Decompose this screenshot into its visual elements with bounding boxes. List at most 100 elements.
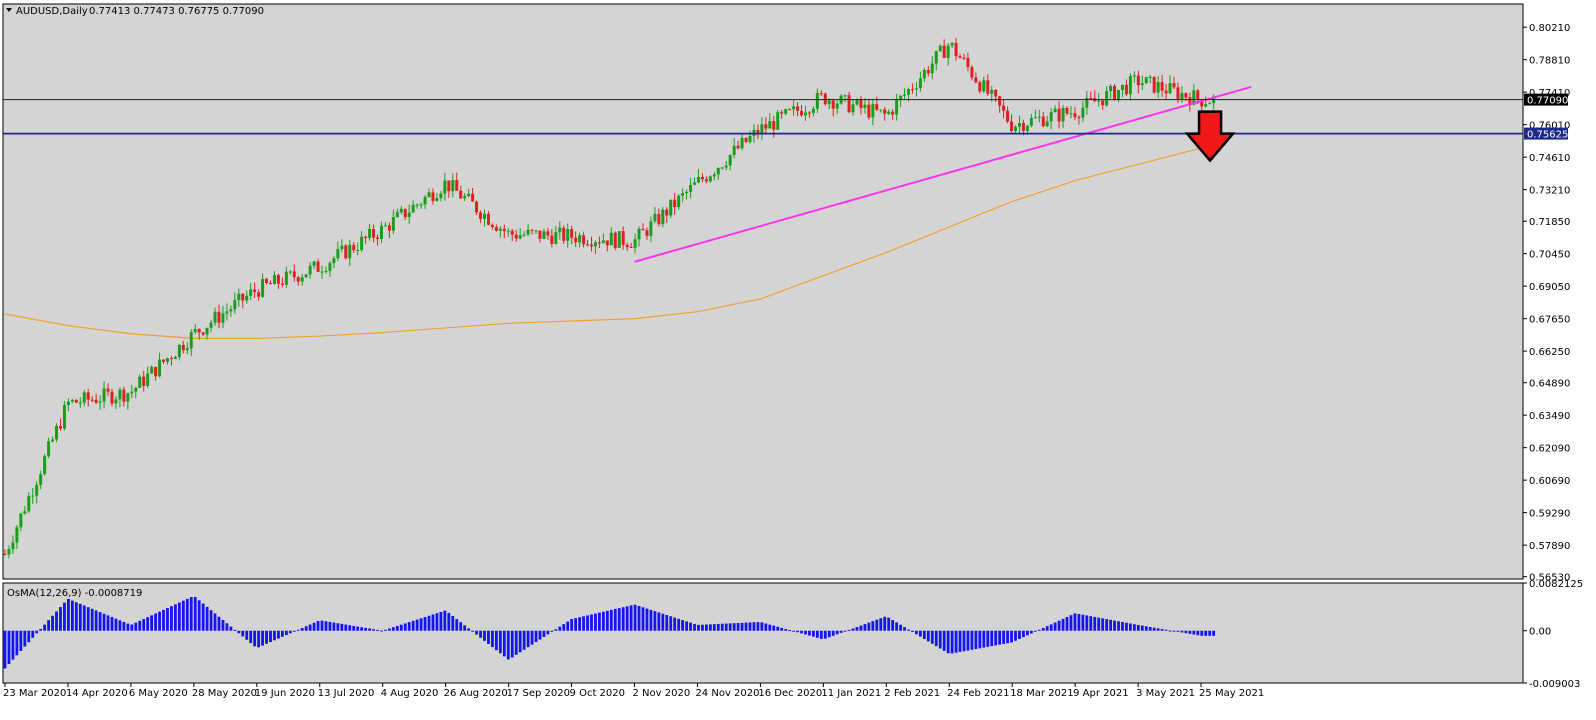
osma-bar — [43, 624, 47, 631]
osma-bar — [562, 624, 566, 631]
candle-body — [431, 192, 435, 201]
osma-bar — [39, 628, 43, 631]
time-tick-label: 11 Jan 2021 — [821, 688, 881, 699]
osma-bar — [542, 630, 546, 637]
osma-bar — [229, 626, 233, 631]
candle-body — [514, 234, 518, 239]
candle-body — [685, 191, 689, 194]
osma-bar — [245, 630, 249, 640]
osma-bar — [514, 630, 518, 655]
osma-bar — [316, 620, 320, 631]
chart-symbol-label: AUDUSD,Daily — [16, 6, 88, 17]
candle-body — [835, 103, 839, 109]
candle-body — [720, 167, 724, 169]
candle-body — [986, 80, 990, 94]
osma-bar — [27, 630, 31, 643]
candle-body — [225, 311, 229, 314]
osma-bar — [217, 616, 221, 631]
candle-body — [914, 88, 918, 90]
price-tick-label: 0.73210 — [1529, 186, 1570, 197]
osma-bar — [407, 622, 411, 631]
osma-bar — [118, 620, 122, 631]
osma-panel-area[interactable] — [2, 582, 1524, 684]
osma-bar — [122, 621, 126, 631]
candle-body — [1144, 77, 1148, 84]
candle-body — [439, 193, 443, 198]
horizontal-lines-layer: 0.77090 0.75625 — [3, 93, 1568, 141]
time-tick-label: 9 Oct 2020 — [570, 688, 625, 699]
price-chart-area[interactable] — [2, 3, 1524, 580]
osma-bar — [598, 612, 601, 631]
osma-bar — [1077, 613, 1081, 631]
candle-body — [946, 45, 950, 58]
candle-body — [86, 392, 90, 400]
candle-body — [221, 313, 225, 323]
candle-body — [502, 228, 506, 232]
osma-bar — [205, 606, 209, 631]
moving-average-line — [4, 147, 1202, 339]
candle-body — [292, 271, 296, 278]
osma-tick-label: 0.00 — [1529, 627, 1551, 638]
candle-body — [482, 213, 486, 219]
candle-body — [245, 295, 249, 301]
candle-body — [173, 357, 177, 360]
candle-body — [19, 513, 23, 528]
osma-bar — [332, 622, 336, 631]
candle-body — [3, 554, 7, 556]
candle-body — [39, 474, 43, 485]
candle-body — [372, 229, 376, 238]
osma-bar — [491, 630, 494, 648]
candle-body — [288, 271, 292, 273]
candle-body — [340, 245, 344, 250]
osma-bar — [237, 630, 241, 634]
osma-bar — [280, 630, 284, 637]
candle-body — [645, 230, 649, 236]
osma-bar — [518, 630, 522, 653]
osma-bar — [712, 624, 716, 631]
osma-bar — [1014, 630, 1017, 641]
candle-body — [819, 93, 823, 95]
osma-bar — [796, 630, 799, 633]
time-tick-label: 28 May 2020 — [192, 688, 257, 699]
time-tick-label: 16 Dec 2020 — [758, 688, 822, 699]
osma-bar — [455, 619, 459, 631]
price-axis: 0.802100.788100.774100.760100.746100.732… — [1523, 23, 1570, 584]
candle-body — [332, 258, 336, 264]
osma-bar — [594, 613, 597, 631]
candle-body — [693, 182, 697, 185]
osma-bar — [372, 629, 375, 631]
candle-body — [479, 212, 483, 219]
osma-bar — [427, 615, 431, 631]
candle-body — [1156, 82, 1160, 93]
candle-body — [1017, 123, 1021, 127]
candle-body — [823, 93, 827, 105]
candle-body — [982, 80, 986, 92]
candle-body — [851, 104, 855, 113]
osma-bar — [903, 627, 906, 631]
time-tick-label: 3 May 2021 — [1136, 688, 1195, 699]
candle-body — [1136, 75, 1140, 86]
candle-body — [637, 228, 641, 240]
osma-bar — [146, 617, 150, 631]
osma-bar — [487, 630, 490, 644]
osma-bar — [213, 613, 217, 631]
osma-bar — [1029, 630, 1033, 634]
osma-bar — [201, 603, 205, 631]
osma-bar — [177, 602, 181, 631]
candle-body — [554, 232, 558, 244]
osma-bar — [804, 630, 807, 635]
candle-body — [55, 425, 59, 440]
osma-bar — [1188, 630, 1192, 634]
candle-body — [800, 110, 804, 116]
candle-body — [859, 99, 863, 108]
candle-body — [78, 402, 82, 404]
candle-body — [471, 193, 475, 202]
osma-bar — [982, 630, 986, 648]
symbol-dropdown-icon[interactable] — [6, 8, 12, 12]
osma-bar — [1065, 617, 1069, 631]
time-tick-label: 25 May 2021 — [1199, 688, 1264, 699]
osma-bar — [166, 608, 169, 631]
osma-bar — [554, 629, 558, 631]
candle-body — [403, 208, 407, 218]
